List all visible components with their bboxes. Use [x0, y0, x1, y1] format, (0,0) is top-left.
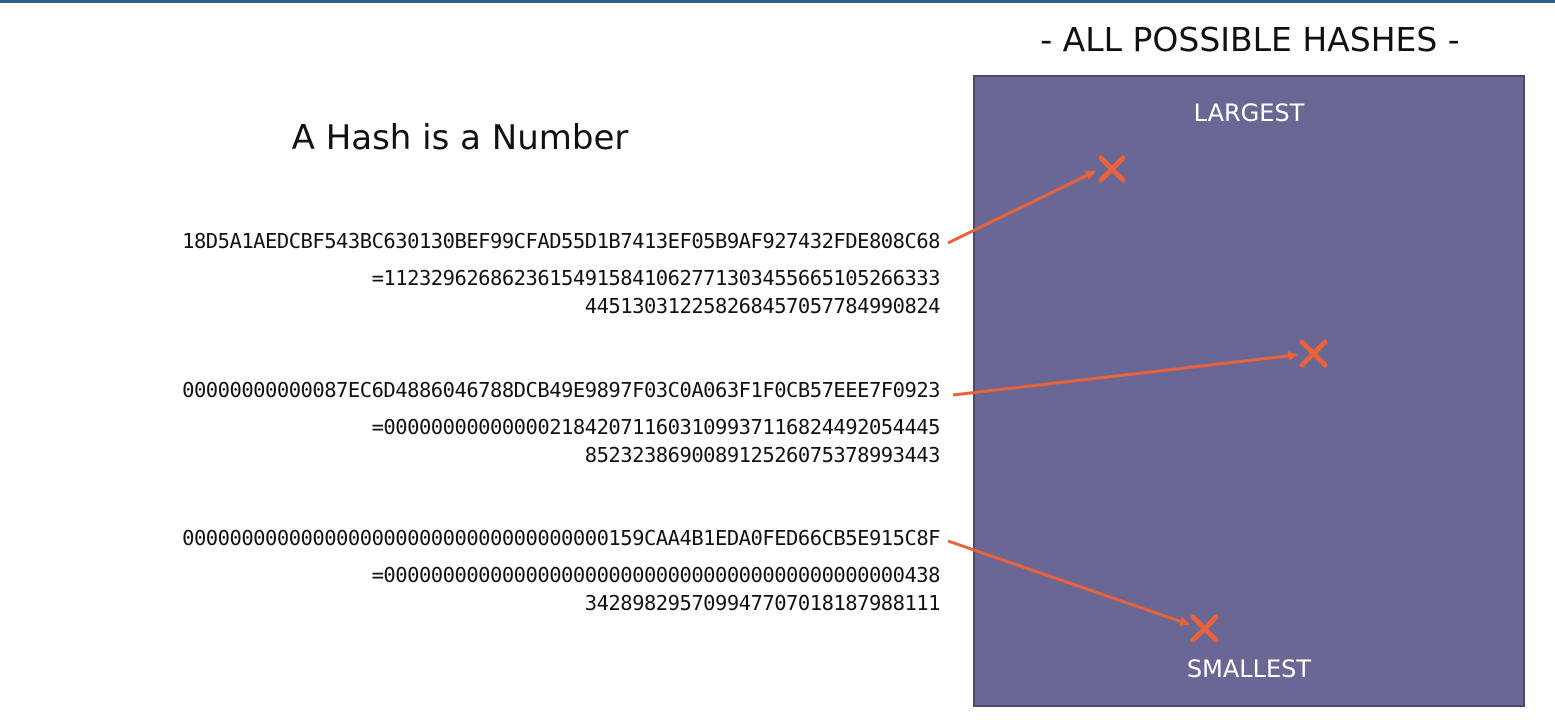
hash-1-decimal-line-1: =112329626862361549158410627713034556651… [371, 266, 941, 290]
arrow-2 [952, 350, 1298, 397]
x-mark-icon [1190, 614, 1219, 643]
slide-title: A Hash is a Number [291, 118, 629, 158]
all-possible-hashes-panel: LARGEST SMALLEST [973, 75, 1525, 707]
hash-3-decimal-line-2: 342898295709947707018187988111 [584, 591, 941, 615]
hash-2-hex: 00000000000087EC6D4886046788DCB49E9897F0… [182, 378, 940, 402]
x-mark-icon [1299, 339, 1328, 368]
hash-2-decimal-line-1: =000000000000002184207116031099371168244… [371, 415, 941, 439]
hash-1-decimal-line-2: 445130312258268457057784990824 [584, 294, 941, 318]
panel-title: - ALL POSSIBLE HASHES - [1040, 20, 1460, 59]
arrow-3 [947, 539, 1190, 627]
arrow-1 [947, 170, 1096, 245]
largest-label: LARGEST [1193, 99, 1305, 127]
hash-3-decimal-line-1: =000000000000000000000000000000000000000… [371, 563, 941, 587]
smallest-label: SMALLEST [1186, 655, 1312, 683]
x-mark-icon [1098, 155, 1126, 183]
hash-2-decimal-line-2: 852323869008912526075378993443 [584, 443, 941, 467]
hash-1-hex: 18D5A1AEDCBF543BC630130BEF99CFAD55D1B741… [182, 229, 940, 253]
top-accent-rule [0, 0, 1555, 3]
hash-3-hex: 000000000000000000000000000000000000159C… [182, 526, 940, 550]
